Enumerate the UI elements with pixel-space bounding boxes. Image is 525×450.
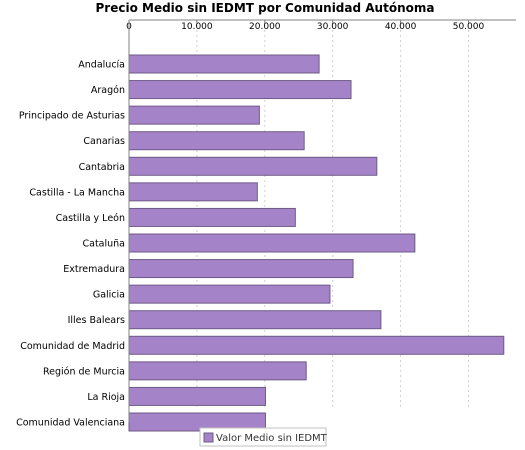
axes	[128, 19, 516, 422]
bar	[128, 54, 320, 74]
legend-box	[199, 427, 327, 447]
category-label: Cataluña	[82, 239, 125, 250]
x-tick-label: 10.000	[181, 22, 213, 32]
category-label: Comunidad Valenciana	[16, 418, 125, 429]
bar	[128, 259, 354, 279]
bar	[128, 80, 352, 100]
bar	[128, 182, 258, 202]
category-label: Illes Balears	[68, 315, 125, 326]
category-label: Aragón	[91, 85, 125, 96]
category-label: Cantabria	[79, 162, 125, 173]
category-label: Comunidad de Madrid	[20, 341, 125, 352]
category-label: Andalucía	[78, 60, 125, 71]
x-tick-label: 30.000	[317, 22, 349, 32]
category-label: Castilla - La Mancha	[29, 187, 125, 198]
bar	[128, 207, 296, 227]
category-label: Principado de Asturias	[19, 111, 125, 122]
category-label: Región de Murcia	[43, 366, 125, 377]
x-tick-label: 20.000	[249, 22, 281, 32]
category-label: Canarias	[83, 136, 125, 147]
bar	[128, 156, 378, 176]
bar	[128, 131, 305, 151]
bars	[128, 54, 505, 432]
legend-swatch	[203, 432, 214, 443]
bar	[128, 105, 260, 125]
chart-title: Precio Medio sin IEDMT por Comunidad Aut…	[96, 1, 435, 15]
category-label: Extremadura	[63, 264, 125, 275]
legend: Valor Medio sin IEDMT	[199, 427, 328, 447]
bar	[128, 386, 266, 406]
category-label: La Rioja	[87, 392, 125, 403]
bar	[128, 284, 331, 304]
x-tick-label: 50.000	[453, 22, 485, 32]
legend-label: Valor Medio sin IEDMT	[216, 433, 328, 444]
bar	[128, 335, 505, 355]
x-tick-label: 40.000	[385, 22, 417, 32]
category-label: Galicia	[93, 290, 125, 301]
category-label: Castilla y León	[56, 213, 125, 224]
category-labels: Andalucía Aragón Principado de Asturias Can…	[16, 60, 125, 429]
bar	[128, 310, 382, 330]
bar	[128, 233, 416, 253]
bar	[128, 361, 307, 381]
